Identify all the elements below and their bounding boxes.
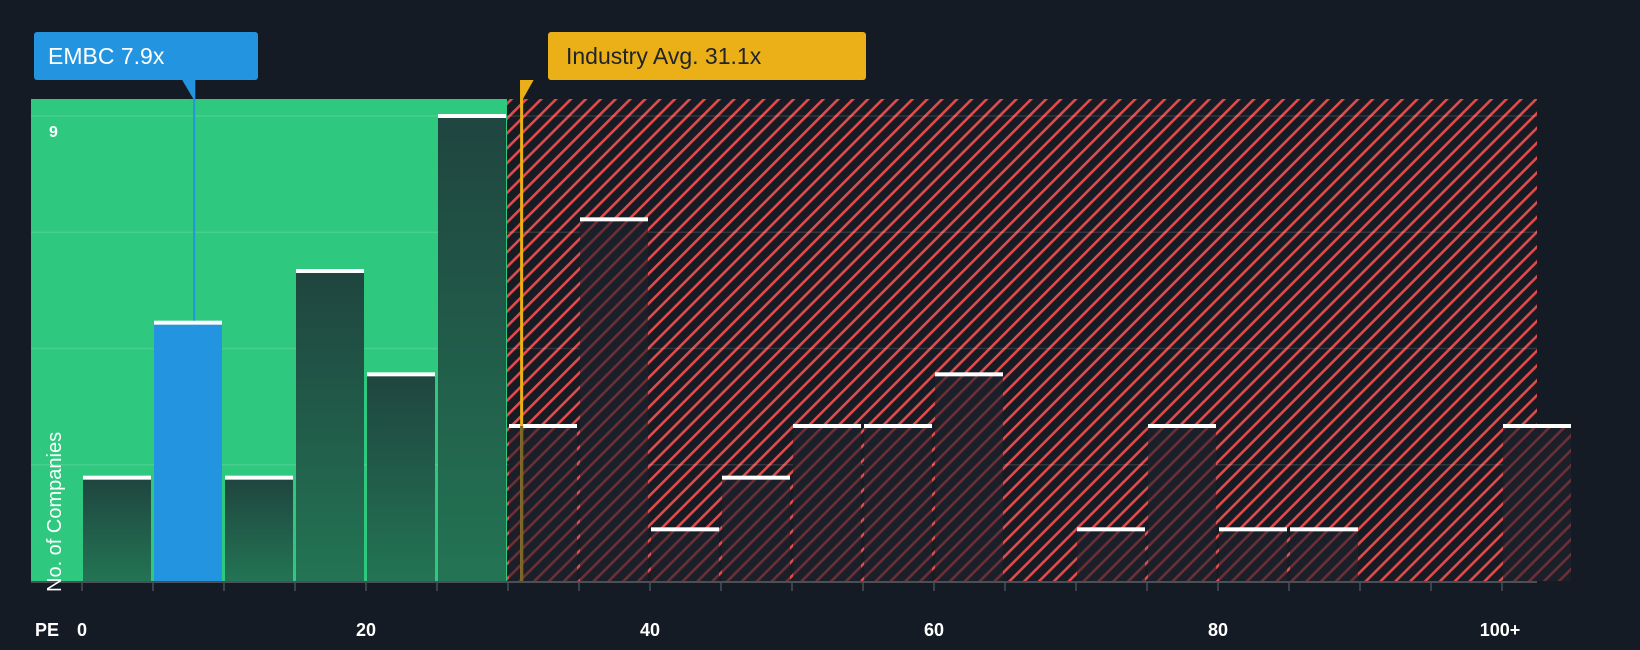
bar-top-cap bbox=[722, 475, 790, 480]
y-axis-title: No. of Companies bbox=[44, 432, 66, 592]
histogram-bar bbox=[509, 426, 577, 581]
company-marker-pointer bbox=[182, 80, 196, 102]
bar-top-cap bbox=[1219, 527, 1287, 532]
bar-top-cap bbox=[367, 372, 435, 377]
x-tick-label: 40 bbox=[640, 620, 660, 640]
bar-top-cap bbox=[1290, 527, 1358, 532]
bar-top-cap bbox=[864, 424, 932, 428]
x-tick-label: 100+ bbox=[1480, 620, 1521, 640]
x-tick-label: 60 bbox=[924, 620, 944, 640]
overvalued-region bbox=[507, 99, 1537, 581]
bar-top-cap bbox=[154, 320, 222, 325]
bar-top-cap bbox=[225, 475, 293, 480]
company-pe-text: EMBC 7.9x bbox=[48, 43, 165, 69]
bar-top-cap bbox=[793, 424, 861, 428]
bar-top-cap bbox=[509, 424, 577, 428]
bar-top-cap bbox=[296, 269, 364, 273]
x-axis-title: PE bbox=[35, 620, 59, 640]
x-tick-label: 0 bbox=[77, 620, 87, 640]
histogram-bar bbox=[1077, 529, 1145, 581]
bar-top-cap bbox=[580, 217, 648, 222]
histogram-bar bbox=[722, 477, 790, 581]
bar-top-cap bbox=[935, 372, 1003, 377]
histogram-bar bbox=[1503, 426, 1571, 581]
histogram-bar bbox=[83, 477, 151, 581]
industry-marker-pointer bbox=[520, 80, 534, 104]
histogram-bar bbox=[935, 374, 1003, 581]
bar-top-cap bbox=[651, 527, 719, 532]
industry-avg-text: Industry Avg. 31.1x bbox=[566, 43, 762, 69]
y-max-tick-label: 9 bbox=[49, 124, 58, 141]
histogram-bar bbox=[367, 374, 435, 581]
histogram-bar bbox=[1290, 529, 1358, 581]
histogram-bar bbox=[154, 322, 222, 581]
industry-avg-label: Industry Avg. 31.1x bbox=[548, 32, 866, 80]
bar-top-cap bbox=[83, 475, 151, 480]
bar-top-cap bbox=[1503, 424, 1571, 428]
histogram-bar bbox=[438, 116, 506, 581]
bar-top-cap bbox=[1077, 527, 1145, 532]
company-pe-label: EMBC 7.9x bbox=[34, 32, 258, 80]
histogram-bar bbox=[580, 219, 648, 582]
histogram-bar bbox=[1148, 426, 1216, 581]
bar-top-cap bbox=[1148, 424, 1216, 428]
histogram-bar bbox=[1219, 529, 1287, 581]
histogram-bar bbox=[651, 529, 719, 581]
histogram-bar bbox=[793, 426, 861, 581]
bar-top-cap bbox=[438, 114, 506, 118]
histogram-bar bbox=[864, 426, 932, 581]
histogram-bar bbox=[296, 271, 364, 581]
x-tick-label: 80 bbox=[1208, 620, 1228, 640]
x-tick-label: 20 bbox=[356, 620, 376, 640]
histogram-bar bbox=[225, 477, 293, 581]
